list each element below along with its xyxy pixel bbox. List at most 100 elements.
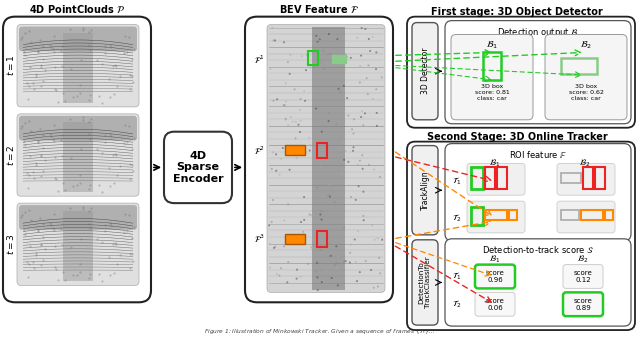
Point	[318, 48, 328, 53]
Point	[278, 103, 289, 108]
Point	[375, 271, 385, 276]
Point	[360, 26, 371, 31]
Point	[312, 185, 322, 190]
Point	[111, 172, 122, 178]
Point	[51, 87, 61, 93]
Point	[290, 152, 300, 158]
Point	[348, 145, 358, 150]
Point	[109, 62, 120, 68]
Text: 3D box
score: 0.62
class: car: 3D box score: 0.62 class: car	[568, 84, 604, 101]
Text: $\mathcal{B}_1$: $\mathcal{B}_1$	[490, 158, 500, 169]
Point	[296, 118, 306, 123]
Point	[120, 33, 131, 39]
Point	[38, 78, 48, 84]
Point	[358, 213, 369, 219]
Bar	[308, 51, 318, 65]
FancyBboxPatch shape	[563, 265, 603, 288]
FancyBboxPatch shape	[445, 239, 631, 326]
Point	[66, 66, 76, 71]
Text: $\mathcal{B}_1$: $\mathcal{B}_1$	[490, 254, 500, 265]
Point	[78, 117, 88, 122]
Point	[315, 37, 325, 42]
Point	[304, 135, 314, 140]
Point	[127, 235, 138, 241]
Point	[332, 286, 342, 291]
Point	[362, 75, 372, 81]
Point	[340, 259, 351, 264]
Point	[36, 84, 46, 89]
Bar	[485, 210, 507, 220]
Point	[40, 157, 50, 162]
Point	[312, 288, 323, 293]
Point	[20, 31, 31, 36]
Point	[332, 37, 342, 42]
Point	[52, 188, 63, 194]
Point	[285, 71, 295, 76]
Point	[74, 82, 84, 88]
Point	[105, 131, 115, 137]
Point	[104, 165, 115, 171]
Point	[305, 148, 315, 153]
Point	[56, 221, 67, 227]
Point	[304, 212, 314, 217]
Point	[275, 273, 285, 278]
Point	[355, 63, 365, 69]
Point	[352, 279, 362, 284]
Point	[86, 206, 96, 211]
Point	[38, 132, 48, 138]
Point	[306, 213, 316, 218]
Point	[115, 163, 125, 168]
Text: 4D
Sparse
Encoder: 4D Sparse Encoder	[173, 151, 223, 184]
Point	[343, 113, 353, 118]
Point	[25, 243, 35, 248]
Point	[97, 100, 107, 105]
Point	[335, 145, 346, 150]
Point	[312, 269, 322, 274]
Point	[279, 244, 289, 249]
Point	[84, 131, 94, 137]
Point	[100, 228, 110, 234]
Point	[340, 68, 350, 73]
Point	[106, 133, 116, 139]
Point	[35, 126, 45, 132]
Point	[358, 166, 368, 171]
Point	[319, 66, 330, 72]
Point	[127, 258, 138, 263]
FancyBboxPatch shape	[445, 21, 631, 124]
Point	[124, 213, 134, 218]
Point	[49, 227, 59, 233]
Point	[270, 38, 280, 43]
Point	[109, 181, 119, 186]
Point	[31, 250, 42, 255]
FancyBboxPatch shape	[451, 34, 533, 120]
Point	[24, 83, 34, 89]
Point	[297, 53, 307, 59]
Point	[38, 222, 48, 227]
Point	[291, 276, 301, 281]
Point	[122, 139, 132, 144]
Point	[365, 48, 375, 54]
Point	[84, 221, 94, 226]
Point	[46, 44, 56, 49]
Point	[24, 118, 34, 123]
Point	[369, 285, 379, 290]
Point	[109, 151, 120, 157]
Point	[51, 266, 61, 271]
Bar	[471, 167, 483, 189]
FancyBboxPatch shape	[267, 25, 385, 292]
Point	[50, 65, 60, 70]
Point	[289, 87, 300, 92]
Bar	[332, 55, 346, 63]
Bar	[485, 167, 495, 189]
Point	[353, 228, 364, 234]
Bar	[509, 210, 517, 220]
Point	[284, 167, 294, 172]
Point	[296, 219, 306, 225]
Point	[74, 261, 84, 266]
FancyBboxPatch shape	[245, 17, 393, 302]
Point	[111, 83, 122, 88]
Point	[25, 154, 35, 159]
Bar	[285, 145, 305, 155]
Point	[33, 49, 44, 54]
Point	[68, 184, 78, 189]
